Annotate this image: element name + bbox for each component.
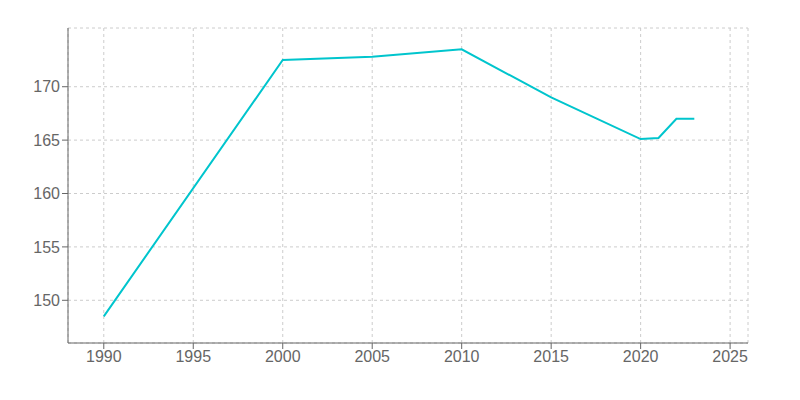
- svg-text:165: 165: [33, 132, 60, 149]
- svg-text:2010: 2010: [444, 348, 480, 365]
- svg-text:2025: 2025: [712, 348, 748, 365]
- svg-text:2015: 2015: [533, 348, 569, 365]
- svg-text:150: 150: [33, 292, 60, 309]
- svg-text:2020: 2020: [623, 348, 659, 365]
- svg-text:1990: 1990: [86, 348, 122, 365]
- svg-text:155: 155: [33, 239, 60, 256]
- svg-text:2000: 2000: [265, 348, 301, 365]
- svg-text:160: 160: [33, 185, 60, 202]
- svg-text:1995: 1995: [175, 348, 211, 365]
- svg-text:2005: 2005: [354, 348, 390, 365]
- svg-text:170: 170: [33, 78, 60, 95]
